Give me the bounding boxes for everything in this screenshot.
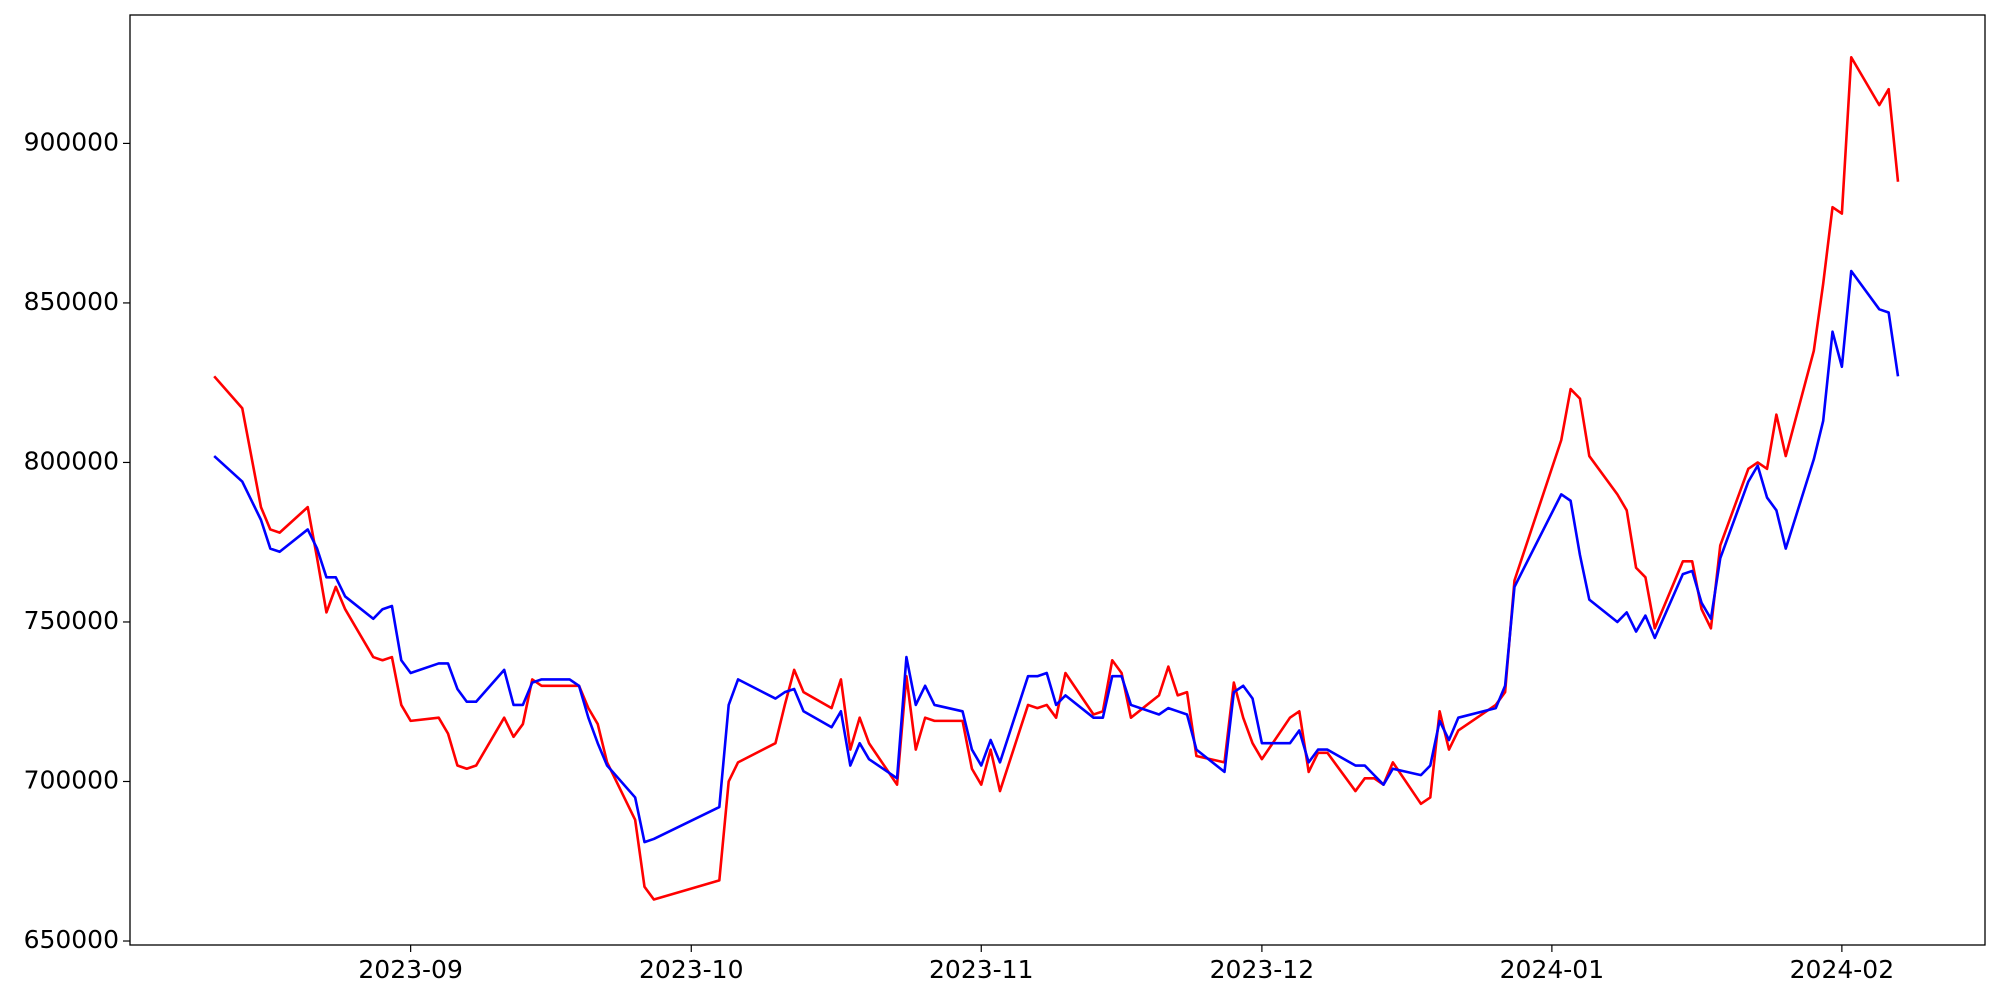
- y-tick-label: 800000: [24, 446, 119, 475]
- y-tick-label: 750000: [24, 606, 119, 635]
- x-tick-label: 2023-09: [358, 955, 462, 984]
- x-tick-label: 2023-11: [929, 955, 1033, 984]
- series-line: [213, 269, 1900, 844]
- x-tick-label: 2023-10: [639, 955, 743, 984]
- x-tick-label: 2024-01: [1500, 955, 1604, 984]
- x-tick-label: 2023-12: [1210, 955, 1314, 984]
- y-tick-label: 850000: [24, 287, 119, 316]
- plot-frame: [129, 14, 1986, 946]
- y-tick-label: 900000: [24, 127, 119, 156]
- y-tick-label: 650000: [24, 925, 119, 954]
- series-line: [213, 55, 1900, 901]
- x-tick-label: 2024-02: [1790, 955, 1894, 984]
- y-tick-label: 700000: [24, 765, 119, 794]
